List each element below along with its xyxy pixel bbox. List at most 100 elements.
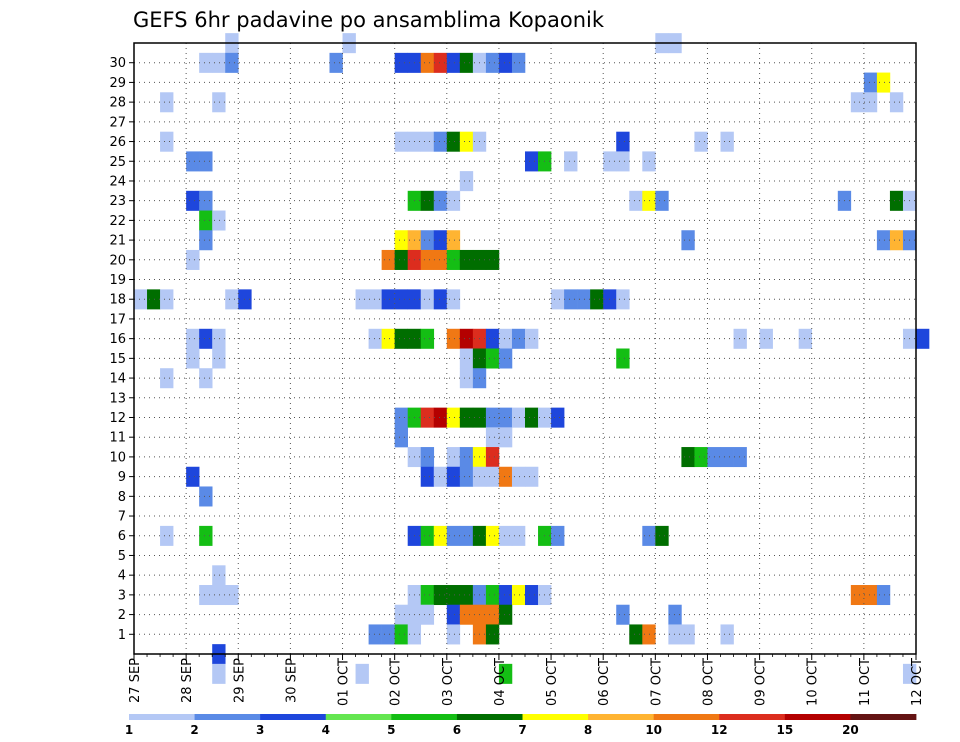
heatmap-cell <box>199 230 213 251</box>
heatmap-cell <box>446 289 461 310</box>
heatmap-cell <box>485 249 500 270</box>
colorbar-label: 15 <box>776 723 793 737</box>
y-tick-label: 28 <box>109 96 126 111</box>
y-tick-label: 1 <box>118 628 126 643</box>
colorbar-swatch <box>129 714 195 720</box>
heatmap-cell <box>394 624 408 645</box>
heatmap-cell <box>420 131 435 152</box>
heatmap-cell <box>134 289 148 310</box>
y-tick-label: 19 <box>109 273 126 288</box>
heatmap-cell <box>655 525 669 546</box>
heatmap-cell <box>498 663 513 684</box>
heatmap-cell <box>511 585 526 606</box>
heatmap-cell <box>420 328 435 349</box>
heatmap-cell <box>525 466 539 487</box>
heatmap-cell <box>642 624 656 645</box>
heatmap-cell <box>485 604 500 625</box>
y-tick-label: 26 <box>109 135 126 150</box>
heatmap-cell <box>420 604 435 625</box>
heatmap-cell <box>551 407 565 428</box>
colorbar-label: 6 <box>453 723 461 737</box>
heatmap-cell <box>420 249 435 270</box>
cells-layer <box>134 33 930 684</box>
heatmap-cell <box>733 328 747 349</box>
heatmap-cell <box>212 585 226 606</box>
heatmap-cell <box>681 624 695 645</box>
heatmap-cell <box>446 52 461 73</box>
colorbar-swatch <box>194 714 261 720</box>
heatmap-cell <box>199 52 213 73</box>
heatmap-cell <box>446 466 461 487</box>
heatmap-cell <box>199 368 213 389</box>
heatmap-cell <box>368 624 382 645</box>
heatmap-cell <box>720 624 734 645</box>
heatmap-cell <box>616 289 630 310</box>
heatmap-cell <box>446 249 461 270</box>
heatmap-cell <box>160 289 174 310</box>
x-axis: 27 SEP 28 SEP 29 SEP 30 SEP 01 OCT 02 OCT 03 O… <box>128 654 925 706</box>
heatmap-cell <box>511 466 526 487</box>
heatmap-cell <box>199 210 213 231</box>
heatmap-cell <box>694 131 708 152</box>
heatmap-cell <box>485 525 500 546</box>
y-tick-label: 20 <box>109 253 126 268</box>
colorbar-label: 3 <box>256 723 264 737</box>
heatmap-cell <box>551 525 565 546</box>
heatmap-cell <box>433 289 448 310</box>
grid-layer <box>134 43 916 654</box>
x-tick-label: 04 OCT <box>493 658 508 706</box>
heatmap-cell <box>459 466 474 487</box>
heatmap-cell <box>889 230 904 251</box>
heatmap-cell <box>511 525 526 546</box>
heatmap-cell <box>616 348 630 369</box>
heatmap-cell <box>590 289 604 310</box>
heatmap-cell <box>485 328 500 349</box>
heatmap-cell <box>446 131 461 152</box>
heatmap-cell <box>420 447 435 468</box>
heatmap-cell <box>433 585 448 606</box>
heatmap-cell <box>642 190 656 211</box>
heatmap-cell <box>525 328 539 349</box>
heatmap-cell <box>147 289 161 310</box>
x-tick-label: 05 OCT <box>545 658 560 706</box>
heatmap-cell <box>420 407 435 428</box>
heatmap-cell <box>199 525 213 546</box>
y-tick-label: 6 <box>118 529 126 544</box>
heatmap-cell <box>433 466 448 487</box>
heatmap-cell <box>525 585 539 606</box>
heatmap-cell <box>642 151 656 172</box>
heatmap-cell <box>485 447 500 468</box>
heatmap-cell <box>668 604 682 625</box>
heatmap-cell <box>498 348 513 369</box>
colorbar-label: 8 <box>584 723 592 737</box>
heatmap-cell <box>394 604 408 625</box>
heatmap-cell <box>459 407 474 428</box>
heatmap-cell <box>876 72 891 93</box>
chart-title: GEFS 6hr padavine po ansamblima Kopaonik <box>133 8 605 32</box>
heatmap-cell <box>225 585 239 606</box>
heatmap-cell <box>459 604 474 625</box>
heatmap-cell <box>889 92 904 113</box>
y-tick-label: 7 <box>118 510 126 525</box>
heatmap-cell <box>876 585 891 606</box>
heatmap-cell <box>446 328 461 349</box>
heatmap-cell <box>368 328 382 349</box>
heatmap-cell <box>212 663 226 684</box>
heatmap-cell <box>459 52 474 73</box>
heatmap-cell <box>525 151 539 172</box>
y-tick-label: 24 <box>109 174 126 189</box>
heatmap-cell <box>433 525 448 546</box>
x-tick-label: 30 SEP <box>284 658 299 703</box>
heatmap-cell <box>720 131 734 152</box>
heatmap-cell <box>446 407 461 428</box>
y-tick-label: 3 <box>118 588 126 603</box>
y-tick-label: 17 <box>109 312 126 327</box>
heatmap-cell <box>642 525 656 546</box>
heatmap-cell <box>160 525 174 546</box>
y-tick-label: 21 <box>109 234 126 249</box>
heatmap-cell <box>551 289 565 310</box>
heatmap-cell <box>446 190 461 211</box>
heatmap-cell <box>863 92 878 113</box>
heatmap-cell <box>186 190 200 211</box>
heatmap-cell <box>485 348 500 369</box>
